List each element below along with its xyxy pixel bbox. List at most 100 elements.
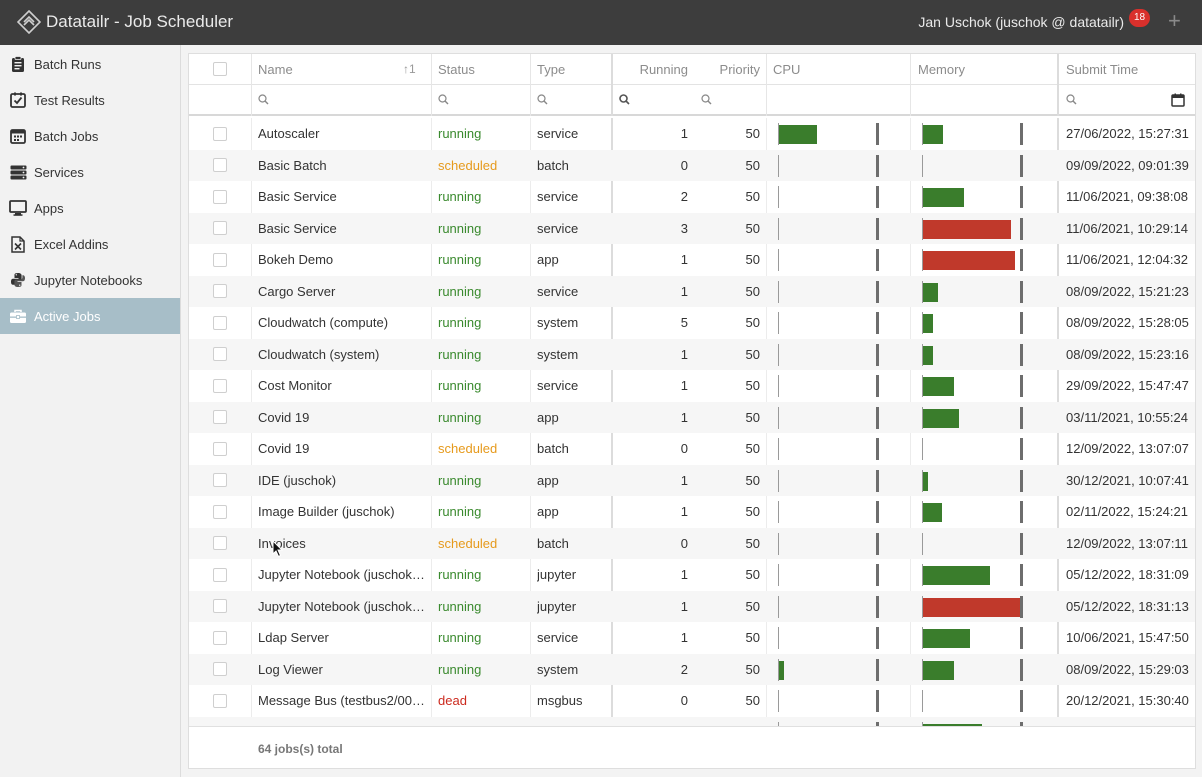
job-name: Cloudwatch (compute) (258, 315, 389, 330)
sidebar-item-apps[interactable]: Apps (0, 190, 180, 226)
cpu-usage-bar (778, 370, 880, 401)
job-priority: 50 (745, 598, 760, 614)
jobs-total-count: 64 jobs(s) total (258, 741, 343, 756)
job-type: batch (537, 535, 569, 551)
sidebar-item-services[interactable]: Services (0, 154, 180, 190)
table-row[interactable]: Cloudwatch (system) running system 1 50 08/09… (189, 338, 1195, 370)
top-bar: Datatailr - Job Scheduler Jan Uschok (ju… (0, 0, 1202, 45)
column-header-type[interactable]: Type (537, 61, 566, 77)
table-row[interactable]: Cost Monitor running service 1 50 29/09/2022,… (189, 370, 1195, 401)
user-menu[interactable]: Jan Uschok (juschok @ datatailr) (918, 14, 1124, 30)
row-checkbox[interactable] (213, 496, 229, 527)
cpu-usage-bar (778, 402, 880, 433)
row-checkbox[interactable] (213, 370, 229, 401)
memory-usage-bar (922, 339, 1024, 370)
memory-usage-bar (922, 465, 1024, 496)
sidebar-item-active-jobs[interactable]: Active Jobs (0, 298, 180, 334)
table-row[interactable]: Jupyter Notebook (juschok… running jupyter… (189, 559, 1195, 590)
job-priority: 50 (745, 535, 760, 551)
job-running-count: 1 (680, 126, 688, 141)
type-filter-input[interactable] (537, 85, 617, 114)
row-checkbox[interactable] (213, 118, 229, 149)
job-priority: 50 (745, 661, 760, 677)
row-checkbox[interactable] (213, 654, 229, 685)
row-checkbox[interactable] (213, 307, 229, 338)
job-status: scheduled (438, 535, 498, 551)
sidebar-item-excel-addins[interactable]: Excel Addins (0, 226, 180, 262)
memory-usage-bar (922, 402, 1024, 433)
table-row[interactable]: Basic Service running service 2 50 11/06/2021… (189, 181, 1195, 212)
running-filter-input[interactable] (619, 85, 689, 114)
row-checkbox[interactable] (213, 150, 229, 181)
job-running-count: 1 (680, 283, 688, 299)
column-header-status[interactable]: Status (438, 61, 475, 77)
table-row[interactable]: IDE (juschok) running app 1 50 30/12/2021, 10… (189, 464, 1195, 496)
table-row[interactable]: Basic Batch scheduled batch 0 50 09/09/2022, … (189, 149, 1195, 181)
job-name: Covid 19 (258, 441, 310, 456)
submit-time-filter-input[interactable] (1066, 85, 1166, 114)
job-priority: 50 (745, 126, 760, 141)
job-name: Cargo Server (258, 283, 336, 299)
table-row[interactable]: Bokeh Demo running app 1 50 11/06/2021, 12:04… (189, 244, 1195, 275)
job-status: scheduled (438, 441, 498, 456)
job-priority: 50 (745, 441, 760, 456)
row-checkbox[interactable] (213, 213, 229, 244)
column-header-cpu[interactable]: CPU (773, 61, 801, 77)
cpu-usage-bar (778, 433, 880, 464)
date-picker-button[interactable] (1171, 85, 1187, 114)
table-row[interactable]: Jupyter Notebook (juschok… running jupyter… (189, 590, 1195, 622)
table-row[interactable] (189, 716, 1195, 726)
row-checkbox[interactable] (213, 339, 229, 370)
row-checkbox[interactable] (213, 244, 229, 275)
status-filter-input[interactable] (438, 85, 528, 114)
notification-badge[interactable]: 18 (1129, 9, 1150, 27)
mouse-cursor-icon (272, 540, 284, 558)
sidebar-item-batch-jobs[interactable]: Batch Jobs (0, 118, 180, 154)
job-name: Cost Monitor (258, 378, 332, 393)
table-row[interactable]: Cloudwatch (compute) running system 5 50 08/0… (189, 307, 1195, 338)
priority-filter-input[interactable] (701, 85, 761, 114)
table-row[interactable]: Log Viewer running system 2 50 08/09/2022, 15… (189, 653, 1195, 685)
name-filter-input[interactable] (258, 85, 428, 114)
table-row[interactable]: Ldap Server running service 1 50 10/06/2021, … (189, 622, 1195, 653)
row-checkbox[interactable] (213, 402, 229, 433)
job-type: batch (537, 441, 569, 456)
sidebar-item-jupyter-notebooks[interactable]: Jupyter Notebooks (0, 262, 180, 298)
row-checkbox[interactable] (213, 433, 229, 464)
column-header-running[interactable]: Running (639, 61, 688, 77)
column-header-priority[interactable]: Priority (719, 61, 760, 77)
job-name: Covid 19 (258, 409, 310, 425)
job-name: Invoices (258, 535, 306, 551)
table-row[interactable]: Autoscaler running service 1 50 27/06/2022, 1… (189, 118, 1195, 149)
row-checkbox[interactable] (213, 528, 229, 559)
calendar-icon (1171, 93, 1185, 107)
sidebar-item-batch-runs[interactable]: Batch Runs (0, 46, 180, 82)
table-row[interactable]: Cargo Server running service 1 50 08/09/2022,… (189, 275, 1195, 307)
row-checkbox[interactable] (213, 465, 229, 496)
column-header-name[interactable]: Name (258, 61, 293, 77)
table-row[interactable]: Message Bus (testbus2/00… dead msgbus 0 50 20… (189, 685, 1195, 716)
row-checkbox[interactable] (213, 685, 229, 716)
column-header-memory[interactable]: Memory (918, 61, 965, 77)
select-all-checkbox[interactable] (213, 54, 229, 84)
row-checkbox[interactable] (213, 181, 229, 212)
sort-indicator[interactable]: ↑1 (403, 62, 416, 76)
job-running-count: 0 (680, 535, 688, 551)
row-checkbox[interactable] (213, 622, 229, 653)
table-row[interactable]: Basic Service running service 3 50 11/06/2021… (189, 212, 1195, 244)
sidebar-item-test-results[interactable]: Test Results (0, 82, 180, 118)
job-priority: 50 (745, 378, 760, 393)
datatailr-logo-icon[interactable] (17, 10, 41, 34)
job-status: running (438, 220, 482, 236)
column-header-submit-time[interactable]: Submit Time (1066, 61, 1139, 77)
job-status: running (438, 661, 482, 677)
row-checkbox[interactable] (213, 559, 229, 590)
row-checkbox[interactable] (213, 276, 229, 307)
table-row[interactable]: Invoices scheduled batch 0 50 12/09/2022, 13:… (189, 527, 1195, 559)
add-icon[interactable]: + (1168, 8, 1181, 33)
table-row[interactable]: Covid 19 running app 1 50 03/11/2021, 10:55:2… (189, 401, 1195, 433)
row-checkbox[interactable] (213, 591, 229, 622)
table-row[interactable]: Image Builder (juschok) running app 1 50 02/1… (189, 496, 1195, 527)
table-row[interactable]: Covid 19 scheduled batch 0 50 12/09/2022, 13:… (189, 433, 1195, 464)
memory-usage-bar (922, 685, 1024, 716)
